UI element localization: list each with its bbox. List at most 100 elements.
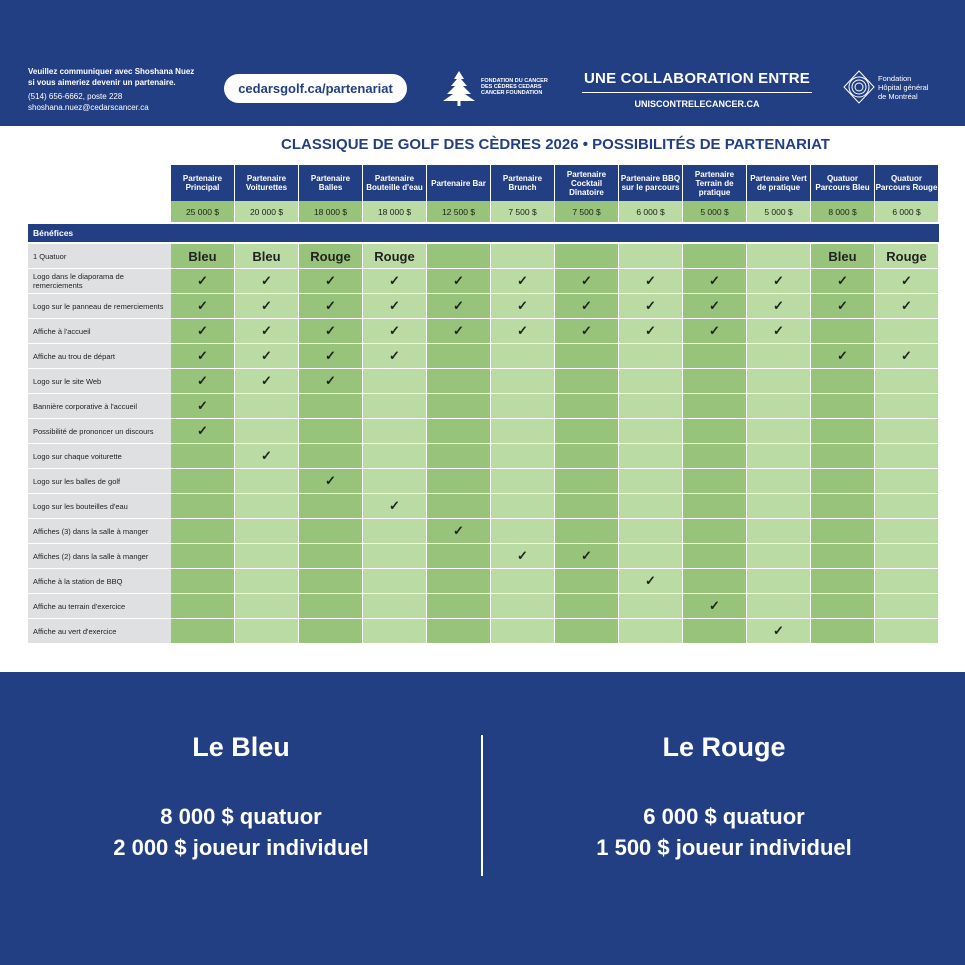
check-icon: ✓ xyxy=(875,269,939,294)
check-icon: ✓ xyxy=(491,269,555,294)
rouge-individual-price: 1 500 $ joueur individuel xyxy=(596,835,852,860)
check-icon: ✓ xyxy=(235,269,299,294)
bleu-pricing: Le Bleu 8 000 $ quatuor 2 000 $ joueur i… xyxy=(0,732,482,863)
check-icon: ✓ xyxy=(299,469,363,494)
empty-cell xyxy=(555,569,619,594)
bleu-title: Le Bleu xyxy=(192,732,290,762)
empty-cell xyxy=(619,494,683,519)
collab-url[interactable]: UNISCONTRELECANCER.CA xyxy=(634,99,760,109)
check-icon: ✓ xyxy=(747,294,811,319)
check-icon: ✓ xyxy=(363,319,427,344)
contact-line: Veuillez communiquer avec Shoshana Nuez xyxy=(28,67,195,76)
empty-cell xyxy=(875,494,939,519)
collab-divider xyxy=(582,92,812,93)
collaboration-block: UNE COLLABORATION ENTRE UNISCONTRELECANC… xyxy=(582,70,812,109)
empty-cell xyxy=(619,619,683,644)
cedar-tree-icon xyxy=(443,71,475,106)
empty-cell xyxy=(875,419,939,444)
footer-banner: Le Bleu 8 000 $ quatuor 2 000 $ joueur i… xyxy=(0,672,965,965)
check-icon: ✓ xyxy=(235,444,299,469)
hgm-line: Fondation xyxy=(878,74,912,83)
check-icon: ✓ xyxy=(235,369,299,394)
empty-cell xyxy=(811,419,875,444)
empty-cell xyxy=(363,369,427,394)
column-price: 18 000 $ xyxy=(363,201,427,222)
empty-cell xyxy=(491,419,555,444)
empty-cell xyxy=(747,469,811,494)
empty-cell xyxy=(747,344,811,369)
column-header: Partenaire Principal xyxy=(171,165,235,201)
column-header: Partenaire Bar xyxy=(427,165,491,201)
check-icon: ✓ xyxy=(363,494,427,519)
empty-cell xyxy=(427,369,491,394)
empty-cell xyxy=(683,344,747,369)
cedars-logo-text: FONDATION DU CANCER DES CÈDRES CEDARS CA… xyxy=(481,78,548,96)
partnership-url-button[interactable]: cedarsgolf.ca/partenariat xyxy=(224,74,407,103)
check-icon: ✓ xyxy=(555,269,619,294)
check-icon: ✓ xyxy=(619,269,683,294)
empty-cell xyxy=(235,619,299,644)
empty-cell xyxy=(747,494,811,519)
header-banner: Veuillez communiquer avec Shoshana Nuez … xyxy=(0,0,965,126)
check-icon: ✓ xyxy=(747,319,811,344)
column-header: Partenaire BBQ sur le parcours xyxy=(619,165,683,201)
empty-cell xyxy=(427,594,491,619)
benefit-label: Logo sur chaque voiturette xyxy=(28,444,171,469)
check-icon: ✓ xyxy=(171,319,235,344)
check-icon: ✓ xyxy=(619,294,683,319)
check-icon: ✓ xyxy=(299,319,363,344)
empty-cell xyxy=(619,419,683,444)
empty-cell xyxy=(747,369,811,394)
empty-cell xyxy=(491,619,555,644)
column-header: Partenaire Voiturettes xyxy=(235,165,299,201)
check-icon: ✓ xyxy=(171,419,235,444)
rouge-pricing: Le Rouge 6 000 $ quatuor 1 500 $ joueur … xyxy=(483,732,965,863)
check-icon: ✓ xyxy=(491,294,555,319)
empty-cell xyxy=(555,419,619,444)
check-icon: ✓ xyxy=(235,344,299,369)
benefit-label: Affiches (2) dans la salle à manger xyxy=(28,544,171,569)
empty-cell xyxy=(811,369,875,394)
check-icon: ✓ xyxy=(555,544,619,569)
check-icon: ✓ xyxy=(171,344,235,369)
empty-cell xyxy=(491,444,555,469)
check-icon: ✓ xyxy=(299,294,363,319)
empty-cell xyxy=(683,469,747,494)
empty-cell xyxy=(491,494,555,519)
empty-cell xyxy=(875,444,939,469)
column-header: Partenaire Terrain de pratique xyxy=(683,165,747,201)
bleu-foursome-price: 8 000 $ quatuor xyxy=(160,804,322,829)
empty-cell xyxy=(683,519,747,544)
column-header: Partenaire Bouteille d'eau xyxy=(363,165,427,201)
benefit-label: Affiches (3) dans la salle à manger xyxy=(28,519,171,544)
check-icon: ✓ xyxy=(491,544,555,569)
empty-cell xyxy=(491,569,555,594)
empty-cell xyxy=(747,419,811,444)
column-header: Quatuor Parcours Bleu xyxy=(811,165,875,201)
empty-cell xyxy=(619,594,683,619)
empty-cell xyxy=(363,544,427,569)
empty-cell xyxy=(555,244,619,269)
check-icon: ✓ xyxy=(235,319,299,344)
benefit-label: Logo sur les balles de golf xyxy=(28,469,171,494)
empty-cell xyxy=(811,494,875,519)
check-icon: ✓ xyxy=(811,344,875,369)
empty-cell xyxy=(363,469,427,494)
empty-cell xyxy=(363,394,427,419)
empty-cell xyxy=(363,419,427,444)
partnership-table: Partenaire Principal Partenaire Voiturett… xyxy=(28,165,939,644)
check-icon: ✓ xyxy=(363,269,427,294)
check-icon: ✓ xyxy=(683,319,747,344)
empty-cell xyxy=(811,519,875,544)
hgm-logo-text: Fondation Hôpital général de Montréal xyxy=(878,74,928,101)
check-icon: ✓ xyxy=(427,519,491,544)
empty-cell xyxy=(363,444,427,469)
empty-cell xyxy=(427,469,491,494)
empty-cell xyxy=(363,519,427,544)
check-icon: ✓ xyxy=(427,294,491,319)
contact-email[interactable]: shoshana.nuez@cedarscancer.ca xyxy=(28,103,149,112)
column-header: Partenaire Vert de pratique xyxy=(747,165,811,201)
benefit-label: Logo sur le site Web xyxy=(28,369,171,394)
empty-cell xyxy=(363,569,427,594)
empty-cell xyxy=(619,344,683,369)
